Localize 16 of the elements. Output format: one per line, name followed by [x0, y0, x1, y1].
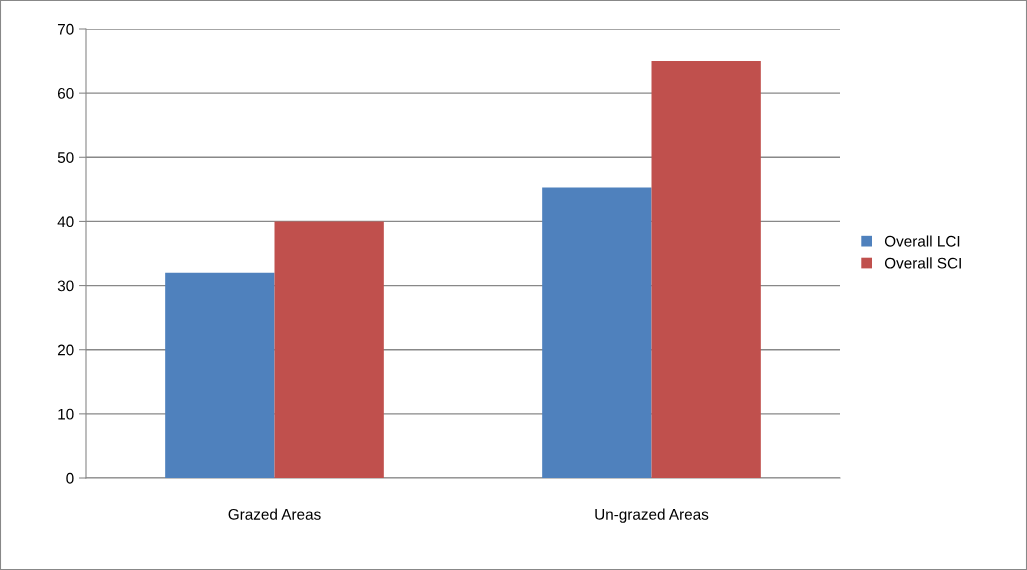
y-tick-label: 0: [66, 472, 74, 484]
y-tick-label: 60: [57, 88, 74, 99]
y-tick-label: 30: [57, 280, 74, 292]
legend-label: Overall SCI: [884, 257, 961, 269]
bar: [651, 61, 761, 478]
y-tick-label: 70: [57, 23, 74, 35]
bar: [542, 187, 652, 478]
x-tick-label: Un-grazed Areas: [595, 508, 709, 523]
bar: [165, 272, 275, 478]
y-tick-label: 40: [57, 216, 74, 228]
bar: [274, 221, 384, 478]
y-tick-label: 20: [57, 344, 74, 356]
y-tick-label: 10: [58, 408, 74, 420]
legend-label: Overall LCI: [884, 235, 960, 247]
x-tick-label: Grazed Areas: [228, 508, 321, 520]
y-tick-label: 50: [57, 152, 74, 163]
